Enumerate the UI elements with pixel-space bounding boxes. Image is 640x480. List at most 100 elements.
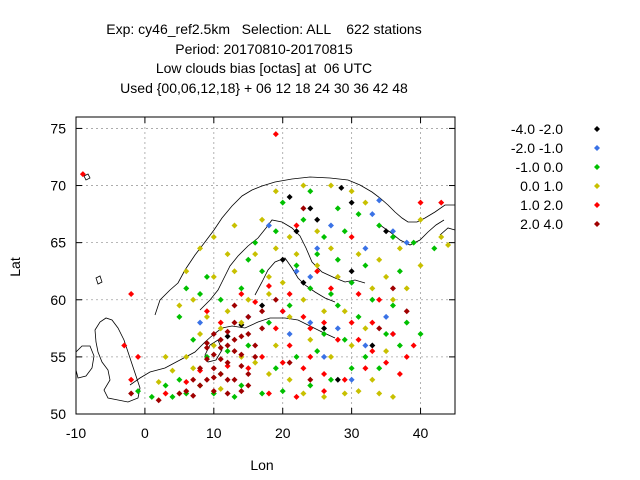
data-point bbox=[210, 342, 217, 349]
data-point bbox=[307, 285, 314, 292]
data-point bbox=[183, 285, 190, 292]
data-point bbox=[334, 376, 341, 383]
data-point bbox=[383, 313, 390, 320]
data-point bbox=[362, 353, 369, 360]
data-point bbox=[348, 365, 355, 372]
grid bbox=[76, 117, 455, 414]
data-point bbox=[403, 353, 410, 360]
legend-label: 0.0 1.0 bbox=[520, 178, 563, 194]
data-point bbox=[286, 302, 293, 309]
data-point bbox=[176, 390, 183, 397]
data-point bbox=[314, 228, 321, 235]
data-point bbox=[286, 342, 293, 349]
data-point bbox=[265, 291, 272, 298]
data-point bbox=[355, 291, 362, 298]
data-point bbox=[265, 222, 272, 229]
data-point bbox=[293, 393, 300, 400]
data-point bbox=[197, 331, 204, 338]
data-point bbox=[300, 182, 307, 189]
data-point bbox=[321, 325, 328, 332]
data-point bbox=[286, 359, 293, 366]
data-point bbox=[272, 188, 279, 195]
data-point bbox=[327, 182, 334, 189]
data-point bbox=[314, 262, 321, 269]
data-point bbox=[376, 256, 383, 263]
y-tick-label: 50 bbox=[50, 406, 66, 422]
data-point bbox=[396, 268, 403, 275]
data-point bbox=[314, 251, 321, 258]
axis-ticks: -10 0 10 20 30 40 50 55 60 65 70 75 bbox=[50, 117, 455, 441]
data-point bbox=[231, 393, 238, 400]
data-point bbox=[389, 331, 396, 338]
y-tick-label: 55 bbox=[50, 349, 66, 365]
data-point bbox=[162, 353, 169, 360]
x-tick-label: 0 bbox=[141, 425, 149, 441]
x-axis-label: Lon bbox=[250, 457, 273, 473]
data-point bbox=[389, 296, 396, 303]
data-point bbox=[369, 285, 376, 292]
data-point bbox=[217, 336, 224, 343]
data-point bbox=[341, 228, 348, 235]
data-point bbox=[272, 325, 279, 332]
data-point bbox=[300, 205, 307, 212]
data-point bbox=[259, 302, 266, 309]
data-point bbox=[321, 388, 328, 395]
x-tick-label: -10 bbox=[66, 425, 86, 441]
data-point bbox=[279, 388, 286, 395]
data-point bbox=[293, 228, 300, 235]
data-point bbox=[224, 251, 231, 258]
data-point bbox=[383, 331, 390, 338]
data-point bbox=[203, 376, 210, 383]
data-point bbox=[383, 273, 390, 280]
coastline-map bbox=[75, 173, 456, 403]
data-point bbox=[307, 205, 314, 212]
data-point bbox=[279, 308, 286, 315]
data-point bbox=[79, 171, 86, 178]
x-tick-label: 20 bbox=[275, 425, 291, 441]
data-point bbox=[203, 308, 210, 315]
plot-frame bbox=[75, 116, 456, 415]
data-point bbox=[376, 222, 383, 229]
data-point bbox=[338, 184, 345, 191]
data-point bbox=[197, 365, 204, 372]
data-point bbox=[383, 359, 390, 366]
data-point bbox=[355, 313, 362, 320]
legend-label: -4.0 -2.0 bbox=[511, 121, 563, 137]
data-point bbox=[334, 325, 341, 332]
x-tick-label: 30 bbox=[344, 425, 360, 441]
data-point bbox=[190, 365, 197, 372]
data-point bbox=[321, 319, 328, 326]
data-point bbox=[293, 268, 300, 275]
data-point bbox=[355, 211, 362, 218]
data-point bbox=[176, 376, 183, 383]
data-point bbox=[438, 199, 445, 206]
data-point bbox=[210, 374, 217, 381]
legend-label: 1.0 2.0 bbox=[520, 197, 563, 213]
data-point bbox=[272, 245, 279, 252]
data-point bbox=[362, 199, 369, 206]
data-point bbox=[300, 390, 307, 397]
data-point bbox=[265, 371, 272, 378]
data-point bbox=[231, 268, 238, 275]
data-point bbox=[210, 365, 217, 372]
data-point bbox=[169, 367, 176, 374]
data-point bbox=[362, 262, 369, 269]
data-point bbox=[224, 333, 231, 340]
data-point bbox=[314, 216, 321, 223]
data-point bbox=[376, 325, 383, 332]
data-point bbox=[238, 388, 245, 395]
data-points bbox=[79, 131, 452, 404]
data-point bbox=[334, 336, 341, 343]
data-point bbox=[417, 199, 424, 206]
data-point bbox=[252, 299, 259, 306]
data-point bbox=[286, 376, 293, 383]
data-point bbox=[183, 388, 190, 395]
data-point bbox=[417, 331, 424, 338]
data-point bbox=[155, 379, 162, 386]
data-point bbox=[300, 313, 307, 320]
data-point bbox=[389, 228, 396, 235]
legend-label: -2.0 -1.0 bbox=[511, 140, 563, 156]
data-point bbox=[438, 233, 445, 240]
data-point bbox=[238, 319, 245, 326]
y-tick-label: 60 bbox=[50, 292, 66, 308]
